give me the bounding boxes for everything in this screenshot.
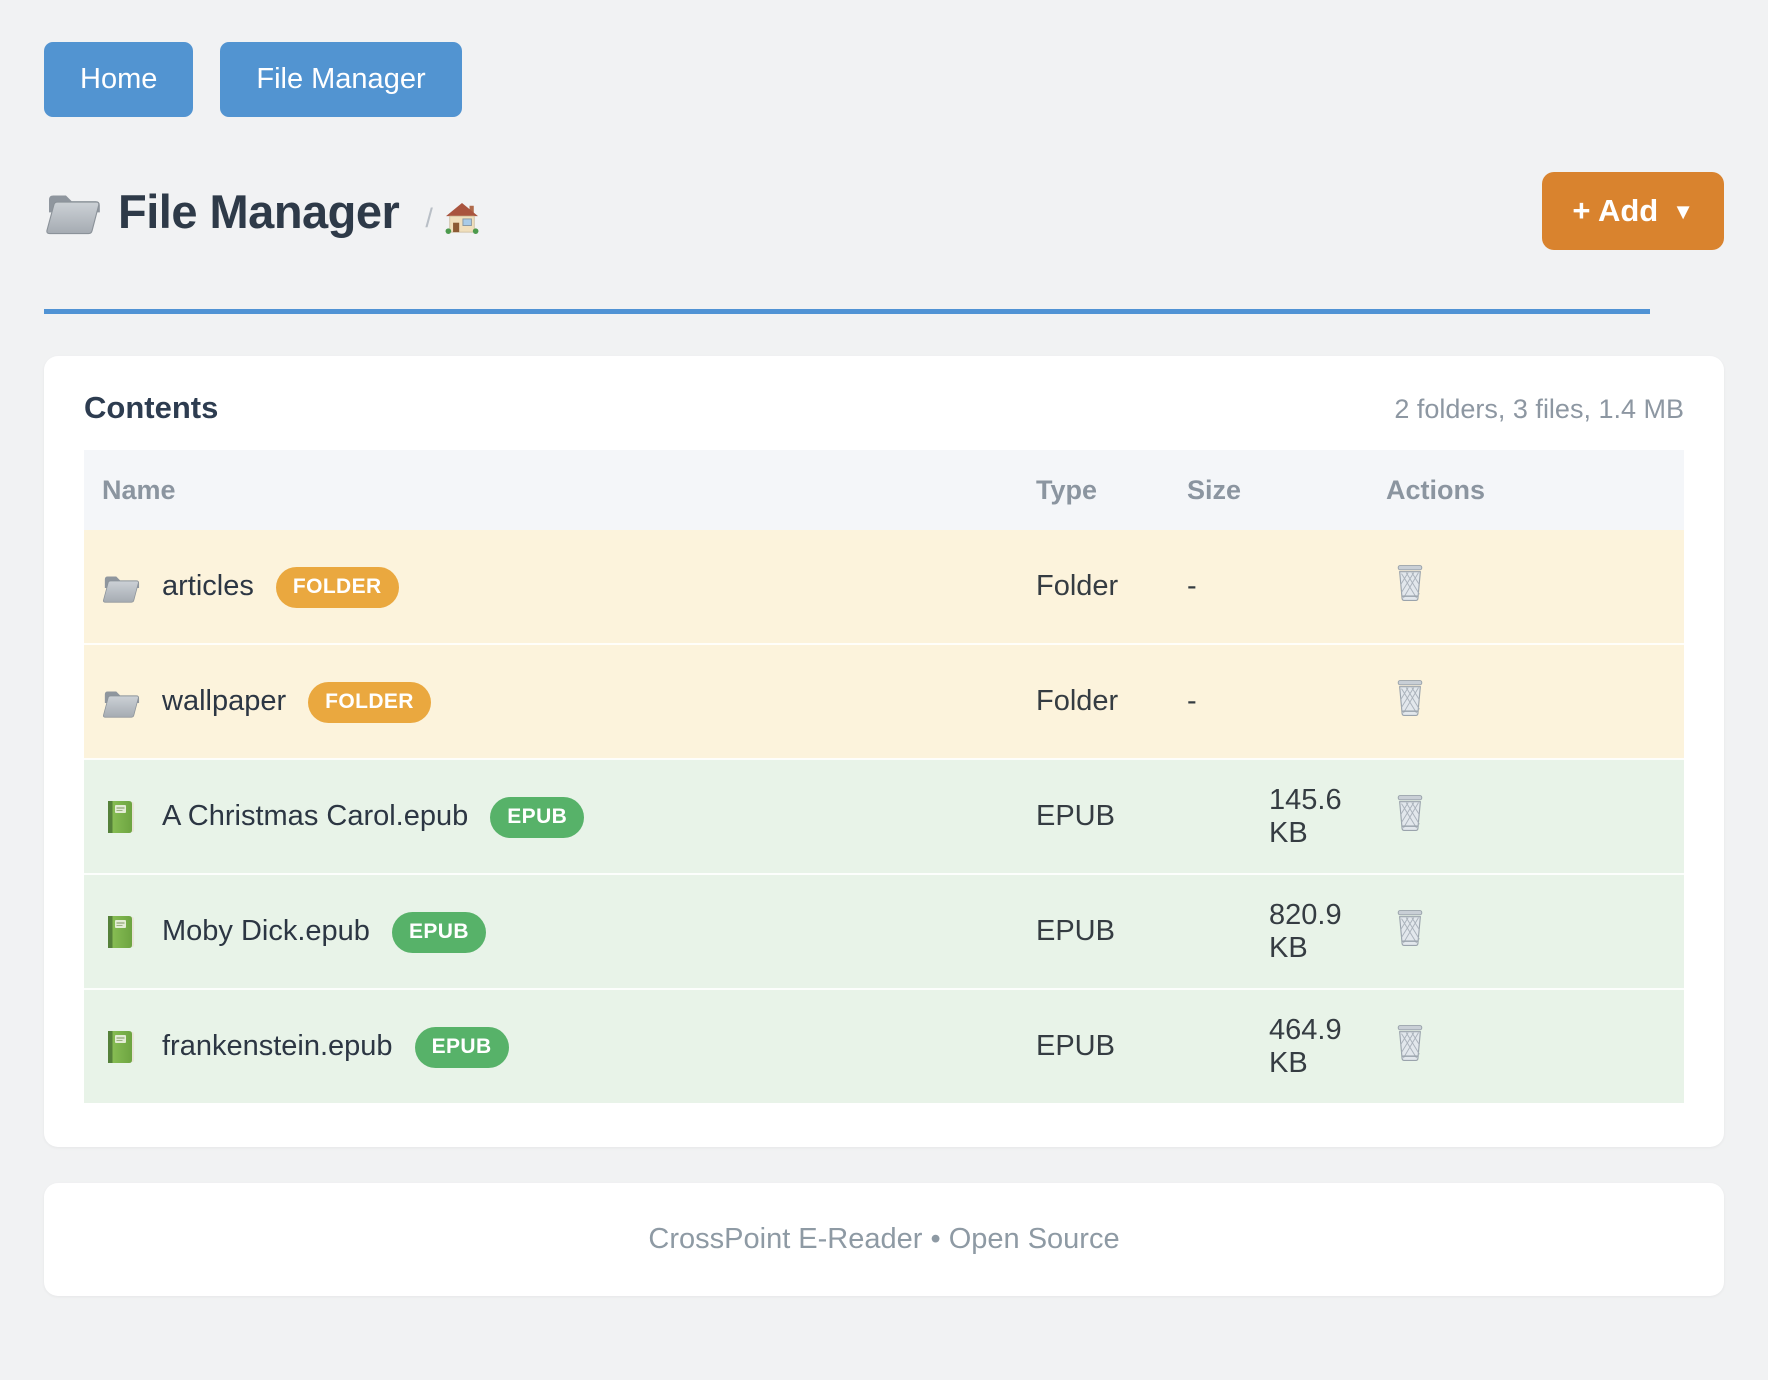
type-badge: EPUB bbox=[391, 912, 486, 953]
contents-table-body: articles FOLDER Folder - wallpaper FOLDE… bbox=[84, 530, 1684, 1103]
footer: CrossPoint E-Reader • Open Source bbox=[44, 1183, 1724, 1296]
title-divider bbox=[44, 309, 1650, 314]
breadcrumb: / bbox=[425, 202, 479, 234]
file-name[interactable]: Moby Dick.epub bbox=[162, 915, 370, 947]
contents-summary: 2 folders, 3 files, 1.4 MB bbox=[1394, 394, 1684, 424]
footer-text: CrossPoint E-Reader • Open Source bbox=[648, 1223, 1120, 1255]
chevron-down-icon: ▼ bbox=[1672, 199, 1694, 224]
column-header-size: Size bbox=[1169, 450, 1368, 530]
book-icon bbox=[102, 1028, 140, 1066]
files-table: Name Type Size Actions articles FOLDER F… bbox=[84, 450, 1684, 1103]
table-row: frankenstein.epub EPUB EPUB 464.9 KB bbox=[84, 989, 1684, 1103]
contents-title: Contents bbox=[84, 390, 219, 425]
file-manager-nav-button[interactable]: File Manager bbox=[220, 42, 462, 117]
book-icon bbox=[102, 798, 140, 836]
file-manager-page: Home File Manager File Manager / + Add ▼… bbox=[0, 42, 1768, 1296]
files-table-header: Name Type Size Actions bbox=[84, 450, 1684, 530]
page-header: File Manager / + Add ▼ bbox=[44, 172, 1724, 250]
trash-icon[interactable] bbox=[1394, 679, 1426, 717]
type-value: EPUB bbox=[1036, 800, 1115, 832]
size-value: - bbox=[1187, 685, 1197, 717]
contents-card: Contents 2 folders, 3 files, 1.4 MB Name… bbox=[44, 356, 1724, 1147]
title-wrap: File Manager / bbox=[44, 184, 479, 239]
size-value: - bbox=[1187, 570, 1197, 602]
folder-icon bbox=[102, 683, 140, 721]
column-header-name: Name bbox=[84, 450, 1018, 530]
add-button-label: + Add bbox=[1572, 193, 1659, 228]
folder-icon bbox=[44, 187, 102, 235]
top-nav: Home File Manager bbox=[44, 42, 1768, 117]
column-header-actions: Actions bbox=[1368, 450, 1684, 530]
type-value: Folder bbox=[1036, 570, 1119, 602]
trash-icon[interactable] bbox=[1394, 564, 1426, 602]
type-badge: EPUB bbox=[414, 1027, 509, 1068]
table-row: wallpaper FOLDER Folder - bbox=[84, 644, 1684, 759]
book-icon bbox=[102, 913, 140, 951]
file-name[interactable]: articles bbox=[162, 570, 254, 602]
table-row: articles FOLDER Folder - bbox=[84, 530, 1684, 644]
table-row: A Christmas Carol.epub EPUB EPUB 145.6 K… bbox=[84, 759, 1684, 874]
type-value: EPUB bbox=[1036, 1030, 1115, 1062]
type-value: Folder bbox=[1036, 685, 1119, 717]
home-nav-button[interactable]: Home bbox=[44, 42, 194, 117]
size-value: 145.6 KB bbox=[1269, 783, 1342, 849]
size-value: 820.9 KB bbox=[1269, 898, 1342, 964]
type-badge: FOLDER bbox=[308, 682, 431, 723]
trash-icon[interactable] bbox=[1394, 1024, 1426, 1062]
type-badge: EPUB bbox=[490, 797, 585, 838]
file-name[interactable]: wallpaper bbox=[162, 685, 287, 717]
file-name[interactable]: A Christmas Carol.epub bbox=[162, 800, 469, 832]
type-value: EPUB bbox=[1036, 915, 1115, 947]
trash-icon[interactable] bbox=[1394, 794, 1426, 832]
type-badge: FOLDER bbox=[275, 567, 399, 608]
folder-icon bbox=[102, 568, 140, 606]
house-icon[interactable] bbox=[445, 202, 479, 234]
page-title: File Manager bbox=[118, 184, 400, 238]
add-button[interactable]: + Add ▼ bbox=[1542, 172, 1724, 250]
file-name[interactable]: frankenstein.epub bbox=[162, 1030, 393, 1062]
trash-icon[interactable] bbox=[1394, 909, 1426, 947]
contents-card-header: Contents 2 folders, 3 files, 1.4 MB bbox=[84, 390, 1684, 426]
column-header-type: Type bbox=[1018, 450, 1169, 530]
table-row: Moby Dick.epub EPUB EPUB 820.9 KB bbox=[84, 874, 1684, 989]
size-value: 464.9 KB bbox=[1269, 1013, 1342, 1079]
breadcrumb-separator: / bbox=[425, 202, 433, 233]
